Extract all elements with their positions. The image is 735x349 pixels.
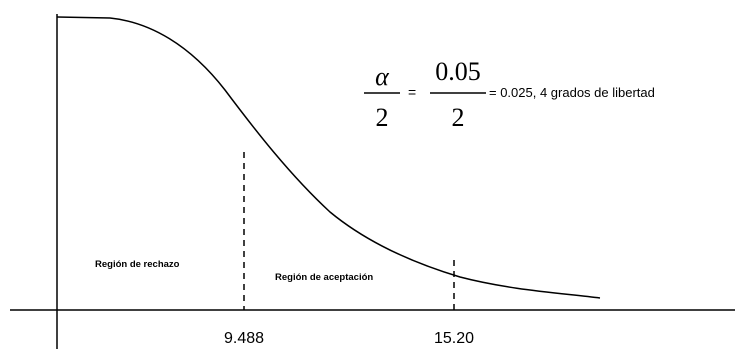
- tick-label-1520: 15.20: [434, 330, 474, 347]
- denominator-right: 2: [452, 103, 465, 132]
- equals-sign: =: [408, 84, 416, 100]
- acceptance-region-label: Región de aceptación: [275, 272, 373, 283]
- formula-result: = 0.025, 4 grados de libertad: [489, 85, 655, 100]
- denominator-left: 2: [376, 103, 389, 132]
- rejection-region-label: Región de rechazo: [95, 259, 180, 270]
- tick-label-9488: 9.488: [224, 330, 264, 347]
- density-curve: [56, 16, 601, 299]
- alpha-symbol: α: [375, 62, 390, 91]
- numerator-right: 0.05: [435, 57, 481, 86]
